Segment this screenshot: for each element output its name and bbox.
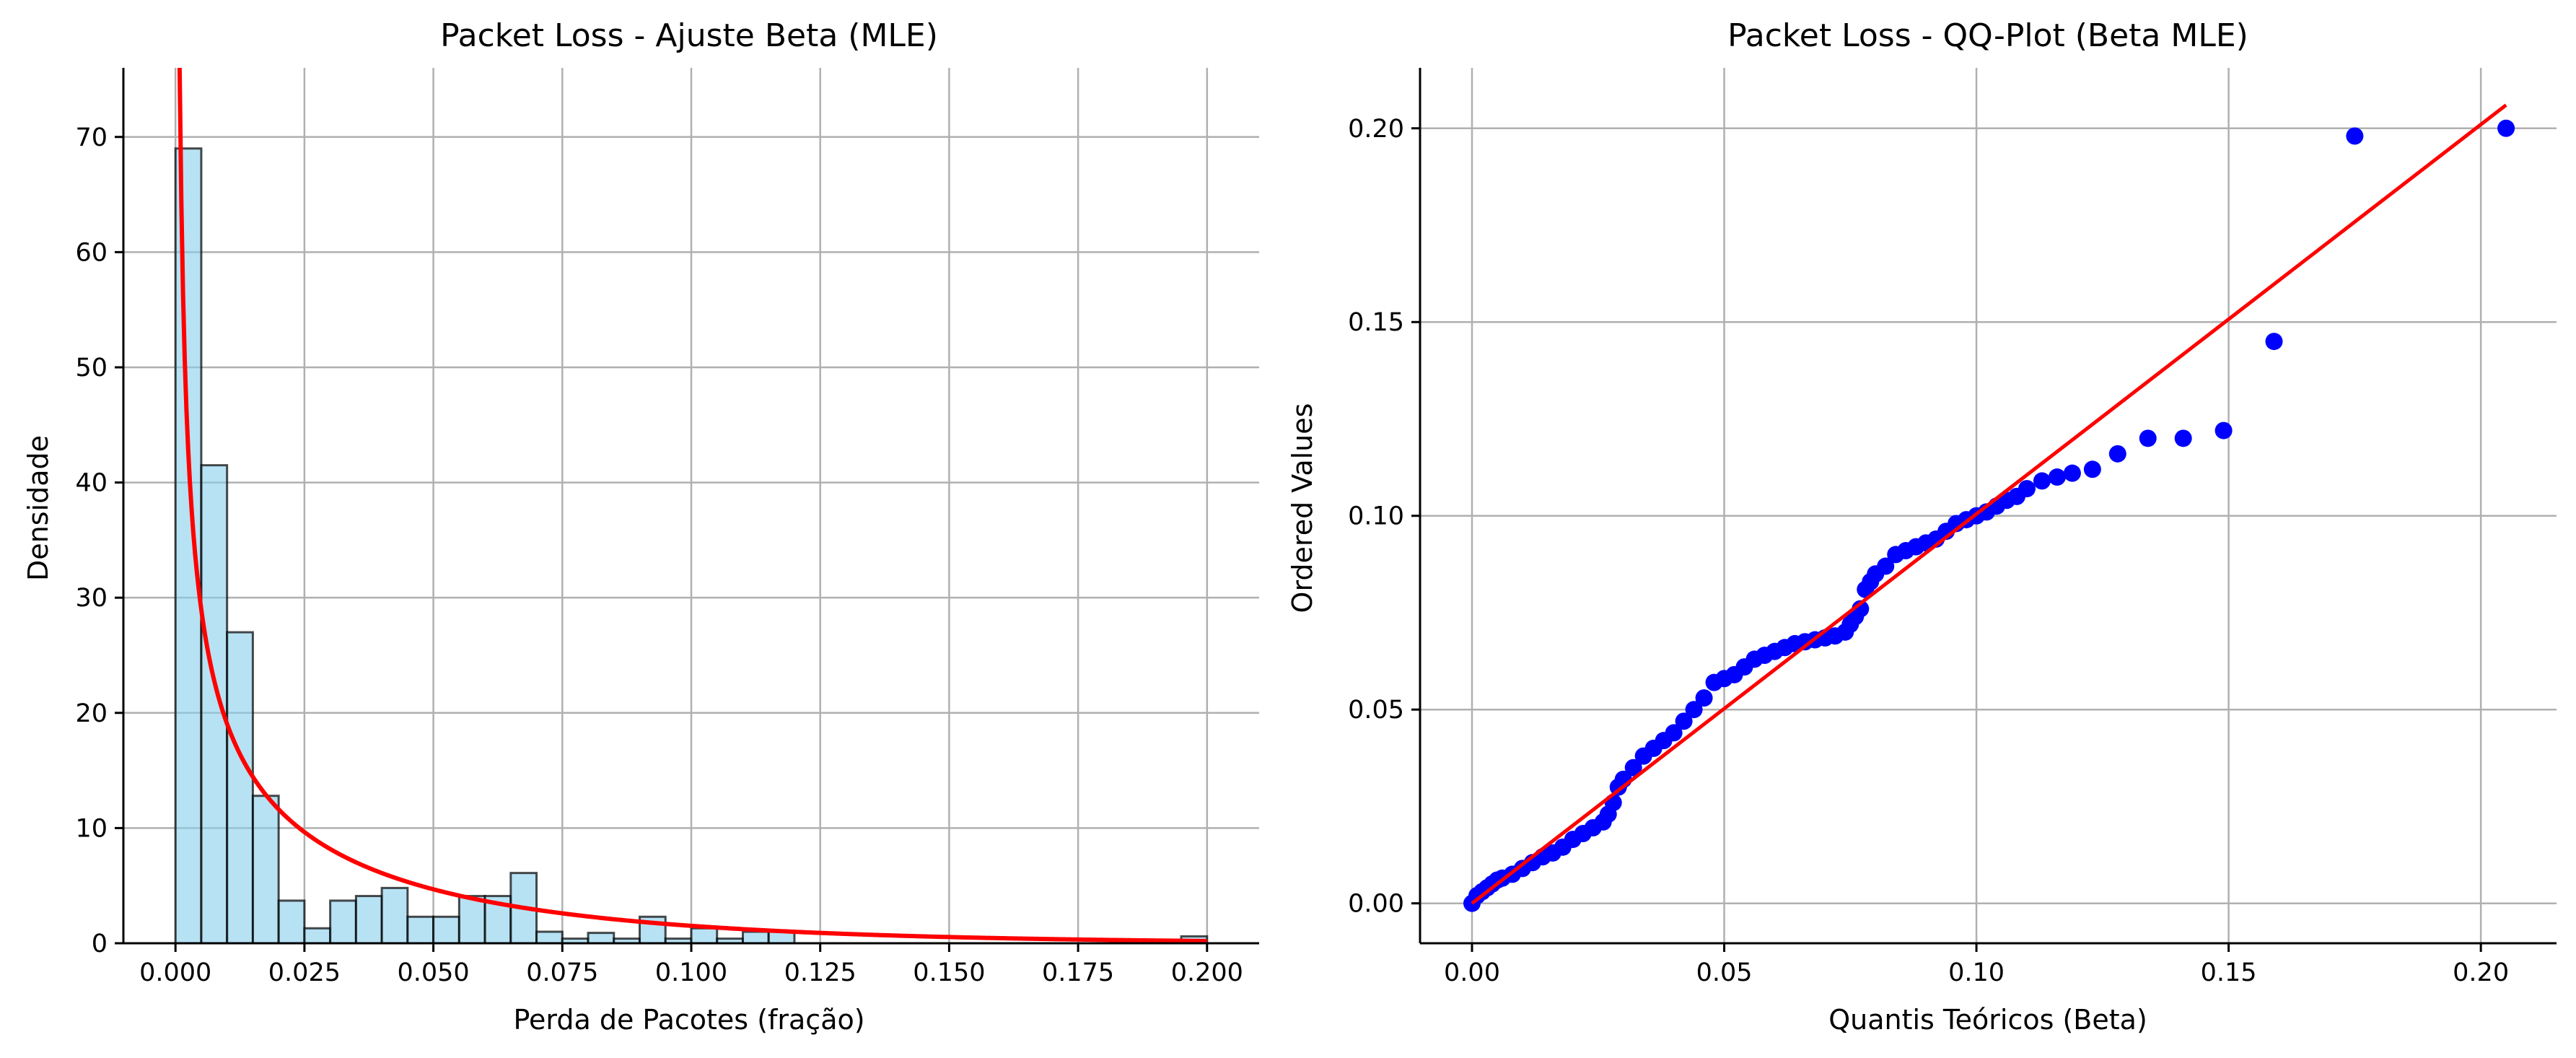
qq-point: [1624, 758, 1642, 777]
x-tick-label: 0.175: [1042, 958, 1114, 987]
qq-x-axis-label: Quantis Teóricos (Beta): [1828, 1004, 2147, 1036]
histogram-bar: [587, 932, 615, 945]
y-tick-label: 10: [75, 814, 108, 843]
x-tick-label: 0.050: [397, 958, 469, 987]
qq-point: [1685, 701, 1703, 719]
histogram-bar: [432, 915, 460, 945]
x-tick-label: 0.20: [2453, 958, 2509, 987]
histogram-bar: [457, 895, 486, 945]
y-tick-label: 0.00: [1348, 890, 1404, 919]
qq-point: [1695, 689, 1713, 707]
y-tick-label: 0.10: [1348, 502, 1404, 531]
y-tick-label: 60: [75, 238, 108, 267]
y-tick-label: 0.15: [1348, 308, 1404, 337]
x-tick-label: 0.200: [1171, 958, 1243, 987]
x-tick-label: 0.15: [2201, 958, 2257, 987]
x-tick-label: 0.10: [1948, 958, 2005, 987]
qq-plot-panel: Packet Loss - QQ-Plot (Beta MLE) 0.00 0.0…: [1287, 17, 2557, 1036]
beta-fit-curve: [177, 67, 1208, 943]
qq-point: [2108, 445, 2126, 463]
y-tick-label: 50: [75, 354, 108, 382]
qq-point: [2083, 460, 2101, 478]
histogram-bar: [406, 915, 435, 945]
y-tick-label: 70: [75, 123, 108, 152]
qq-plot-title: Packet Loss - QQ-Plot (Beta MLE): [1727, 17, 2248, 54]
histogram-bar: [690, 927, 719, 945]
histogram-title: Packet Loss - Ajuste Beta (MLE): [440, 17, 938, 54]
qq-point: [2346, 127, 2364, 145]
x-tick-label: 0.150: [913, 958, 985, 987]
histogram-bar: [354, 895, 383, 945]
y-tick-label: 30: [75, 584, 108, 613]
histogram-bar: [329, 899, 357, 945]
qq-point: [1665, 724, 1683, 742]
qq-y-axis-label: Ordered Values: [1287, 403, 1318, 613]
histogram-gridlines: [123, 68, 1259, 945]
histogram-bar: [380, 886, 409, 945]
qq-point: [2214, 421, 2233, 440]
histogram-bar: [174, 147, 203, 945]
y-tick-label: 0.20: [1348, 115, 1404, 144]
y-tick-label: 20: [75, 699, 108, 728]
x-tick-label: 0.000: [139, 958, 211, 987]
x-tick-label: 0.125: [784, 958, 857, 987]
qq-x-ticks: 0.00 0.05 0.10 0.15 0.20: [1444, 943, 2509, 987]
qq-point: [1852, 600, 1870, 618]
histogram-bar: [251, 795, 280, 945]
x-tick-label: 0.00: [1444, 958, 1500, 987]
qq-point: [2048, 468, 2066, 486]
x-tick-label: 0.075: [526, 958, 598, 987]
x-tick-label: 0.025: [268, 958, 341, 987]
y-tick-label: 0: [92, 930, 108, 958]
histogram-y-axis-label: Densidade: [22, 435, 54, 581]
x-tick-label: 0.05: [1696, 958, 1753, 987]
y-tick-label: 0.05: [1348, 696, 1404, 725]
qq-point: [2139, 429, 2157, 447]
qq-gridlines: [1420, 68, 2557, 943]
x-tick-label: 0.100: [655, 958, 727, 987]
histogram-bar: [741, 930, 770, 945]
histogram-bar: [277, 899, 306, 945]
histogram-panel: Packet Loss - Ajuste Beta (MLE) 0.000 0.0…: [22, 17, 1259, 1036]
qq-point: [2063, 464, 2081, 482]
qq-point: [2018, 480, 2036, 498]
qq-point: [2033, 472, 2051, 490]
histogram-bar: [226, 631, 254, 945]
histogram-bar: [200, 464, 229, 945]
qq-axes: [1419, 68, 2557, 945]
histogram-bar: [535, 930, 564, 945]
qq-y-ticks: 0.00 0.05 0.10 0.15 0.20: [1348, 115, 1420, 919]
y-tick-label: 40: [75, 469, 108, 498]
qq-point: [1877, 557, 1895, 575]
histogram-x-axis-label: Perda de Pacotes (fração): [513, 1004, 864, 1036]
histogram-x-ticks: 0.000 0.025 0.050 0.075 0.100 0.125 0.150 0.175…: [139, 943, 1243, 987]
qq-point: [1675, 712, 1693, 730]
histogram-bar: [303, 927, 332, 945]
qq-point: [2174, 429, 2192, 447]
qq-reference-line: [1471, 103, 2507, 905]
qq-point: [2497, 119, 2515, 137]
qq-point: [2265, 333, 2283, 351]
histogram-y-ticks: 0 10 20 30 40 50 60 70: [75, 123, 123, 958]
